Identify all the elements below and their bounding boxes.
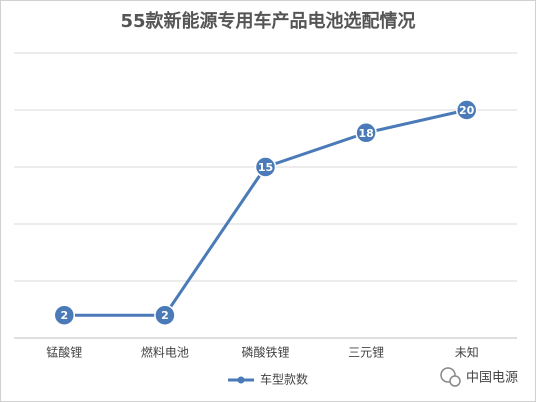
data-label: 18 (358, 127, 373, 140)
data-point (455, 99, 478, 121)
x-tick-label: 磷酸铁锂 (241, 345, 289, 360)
data-point (254, 156, 277, 178)
watermark-text: 中国电源 (466, 371, 518, 386)
x-tick-label: 三元锂 (348, 345, 384, 360)
data-label: 15 (258, 161, 273, 174)
data-point (154, 304, 176, 326)
data-label: 20 (459, 104, 475, 117)
watermark: 中国电源 (440, 367, 518, 387)
data-point (53, 304, 76, 326)
watermark-icon (440, 367, 456, 383)
watermark-icon (449, 375, 461, 387)
x-tick-label: 锰酸锂 (46, 345, 82, 360)
legend-swatch (237, 376, 245, 384)
x-tick-label: 未知 (455, 346, 479, 360)
data-label: 2 (161, 309, 169, 322)
data-label: 2 (60, 309, 68, 322)
legend-label: 车型款数 (260, 372, 308, 387)
x-tick-label: 燃料电池 (141, 345, 189, 360)
chart-title: 55款新能源专用车产品电池选配情况 (120, 10, 415, 32)
data-point (355, 122, 377, 144)
